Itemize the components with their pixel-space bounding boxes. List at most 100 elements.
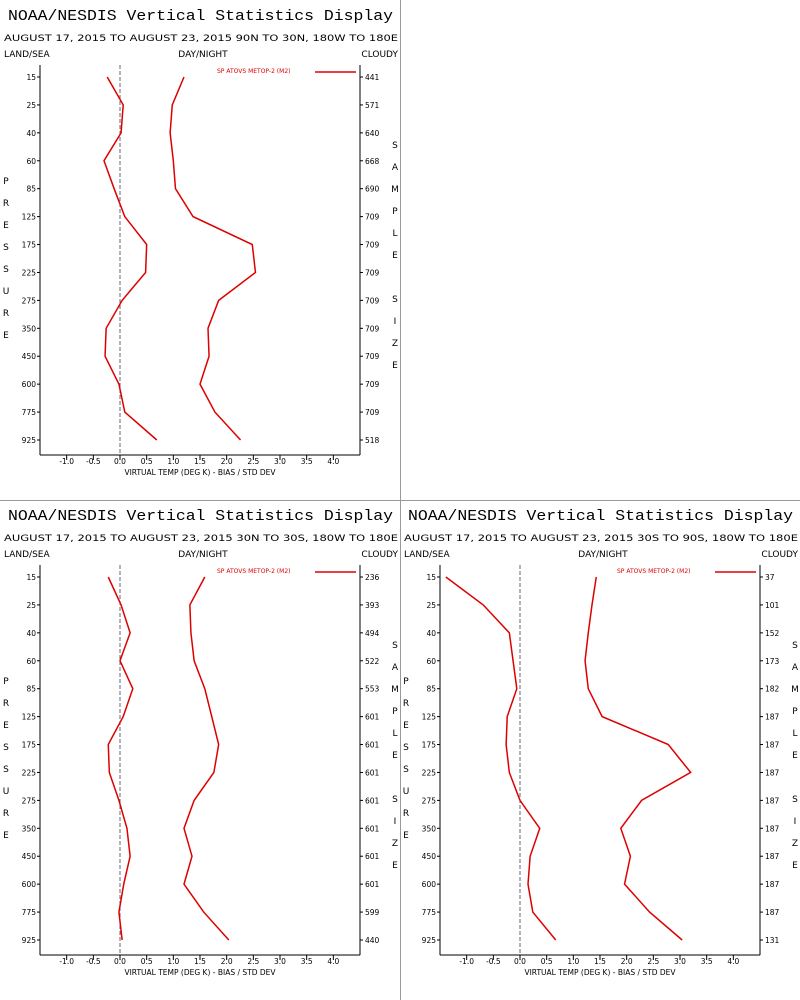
y-tick-label: 275 xyxy=(22,796,37,805)
x-tick-label: -1.0 xyxy=(459,957,474,966)
x-tick-label: -1.0 xyxy=(59,457,74,466)
sample-size-label: 709 xyxy=(365,408,380,417)
cloudy-label: CLOUDY xyxy=(761,550,798,560)
y-tick-label: 600 xyxy=(422,880,437,889)
y-tick-label: 25 xyxy=(426,601,436,610)
y-tick-label: 125 xyxy=(22,713,37,722)
x-tick-label: 1.0 xyxy=(167,457,179,466)
y-tick-label: 350 xyxy=(422,824,437,833)
chart-title: NOAA/NESDIS Vertical Statistics Display xyxy=(8,8,393,25)
sample-size-label: 601 xyxy=(365,880,380,889)
sample-size-label: 37 xyxy=(765,573,775,582)
sample-size-label: 522 xyxy=(365,657,380,666)
sample-size-label: 187 xyxy=(765,908,780,917)
x-tick-label: -0.5 xyxy=(86,457,101,466)
sample-size-label: 709 xyxy=(365,324,380,333)
y-axis-label: PRESSURE xyxy=(1,677,11,853)
chart-panel: NOAA/NESDIS Vertical Statistics Display A… xyxy=(1,508,400,977)
sample-size-label: 187 xyxy=(765,824,780,833)
x-tick-label: 1.5 xyxy=(594,957,606,966)
y-tick-label: 125 xyxy=(22,213,37,222)
x-tick-label: 2.0 xyxy=(221,957,233,966)
sample-size-label: 640 xyxy=(365,129,380,138)
land-sea-label: LAND/SEA xyxy=(4,550,50,560)
y-axis-label: PRESSURE xyxy=(1,177,11,353)
y-tick-label: 225 xyxy=(22,268,37,277)
y-tick-label: 450 xyxy=(22,852,37,861)
y2-axis-label: SAMPLE SIZE xyxy=(390,641,400,883)
chart-subtitle: AUGUST 17, 2015 TO AUGUST 23, 2015 30S T… xyxy=(404,534,798,544)
y-tick-label: 60 xyxy=(426,657,436,666)
chart-title: NOAA/NESDIS Vertical Statistics Display xyxy=(8,508,393,525)
y-tick-label: 15 xyxy=(26,73,36,82)
x-tick-label: 3.5 xyxy=(301,957,313,966)
y-tick-label: 175 xyxy=(22,741,37,750)
legend-label: SP ATOVS METOP-2 (M2) xyxy=(217,568,290,575)
y-tick-label: 925 xyxy=(22,436,37,445)
y-axis-label: PRESSURE xyxy=(401,677,411,853)
y-tick-label: 40 xyxy=(26,129,36,138)
y-tick-label: 60 xyxy=(26,657,36,666)
sample-size-label: 131 xyxy=(765,936,780,945)
chart-panel: NOAA/NESDIS Vertical Statistics Display A… xyxy=(401,508,800,977)
x-tick-label: 1.0 xyxy=(167,957,179,966)
day-night-label: DAY/NIGHT xyxy=(178,550,228,560)
series-line xyxy=(584,576,692,941)
y-tick-label: 600 xyxy=(22,880,37,889)
sample-size-label: 101 xyxy=(765,601,780,610)
y2-axis-label: SAMPLE SIZE xyxy=(790,641,800,883)
sample-size-label: 553 xyxy=(365,685,380,694)
cloudy-label: CLOUDY xyxy=(361,550,398,560)
x-tick-label: 0.5 xyxy=(141,957,153,966)
sample-size-label: 709 xyxy=(365,213,380,222)
sample-size-label: 709 xyxy=(365,296,380,305)
sample-size-label: 709 xyxy=(365,241,380,250)
y-tick-label: 450 xyxy=(422,852,437,861)
x-axis-label: VIRTUAL TEMP (DEG K) - BIAS / STD DEV xyxy=(124,968,276,977)
y-tick-label: 125 xyxy=(422,713,437,722)
y-tick-label: 350 xyxy=(22,324,37,333)
y-tick-label: 925 xyxy=(22,936,37,945)
chart-subtitle: AUGUST 17, 2015 TO AUGUST 23, 2015 30N T… xyxy=(4,534,398,544)
sample-size-label: 152 xyxy=(765,629,780,638)
legend-label: SP ATOVS METOP-2 (M2) xyxy=(617,568,690,575)
x-tick-label: 2.0 xyxy=(221,457,233,466)
sample-size-label: 187 xyxy=(765,852,780,861)
x-tick-label: 4.0 xyxy=(327,957,339,966)
y-tick-label: 85 xyxy=(26,185,36,194)
x-tick-label: 3.5 xyxy=(301,457,313,466)
y-tick-label: 25 xyxy=(26,601,36,610)
sample-size-label: 709 xyxy=(365,268,380,277)
y-tick-label: 600 xyxy=(22,380,37,389)
x-tick-label: 4.0 xyxy=(727,957,739,966)
sample-size-label: 601 xyxy=(365,741,380,750)
sample-size-label: 187 xyxy=(765,796,780,805)
sample-size-label: 518 xyxy=(365,436,380,445)
x-tick-label: -0.5 xyxy=(86,957,101,966)
x-tick-label: 3.0 xyxy=(274,457,286,466)
y-tick-label: 85 xyxy=(426,685,436,694)
x-tick-label: 0.5 xyxy=(141,457,153,466)
day-night-label: DAY/NIGHT xyxy=(578,550,628,560)
sample-size-label: 236 xyxy=(365,573,380,582)
sample-size-label: 187 xyxy=(765,713,780,722)
y-tick-label: 60 xyxy=(26,157,36,166)
x-tick-label: 0.0 xyxy=(114,457,126,466)
land-sea-label: LAND/SEA xyxy=(4,50,50,60)
sample-size-label: 690 xyxy=(365,185,380,194)
x-tick-label: 3.0 xyxy=(674,957,686,966)
chart-title: NOAA/NESDIS Vertical Statistics Display xyxy=(408,508,793,525)
y-tick-label: 225 xyxy=(22,768,37,777)
y-tick-label: 175 xyxy=(422,741,437,750)
x-tick-label: 4.0 xyxy=(327,457,339,466)
sample-size-label: 668 xyxy=(365,157,380,166)
legend-label: SP ATOVS METOP-2 (M2) xyxy=(217,68,290,75)
x-tick-label: 1.0 xyxy=(567,957,579,966)
x-tick-label: 2.5 xyxy=(647,957,659,966)
sample-size-label: 601 xyxy=(365,852,380,861)
sample-size-label: 601 xyxy=(365,824,380,833)
cloudy-label: CLOUDY xyxy=(361,50,398,60)
x-tick-label: -0.5 xyxy=(486,957,501,966)
sample-size-label: 494 xyxy=(365,629,380,638)
